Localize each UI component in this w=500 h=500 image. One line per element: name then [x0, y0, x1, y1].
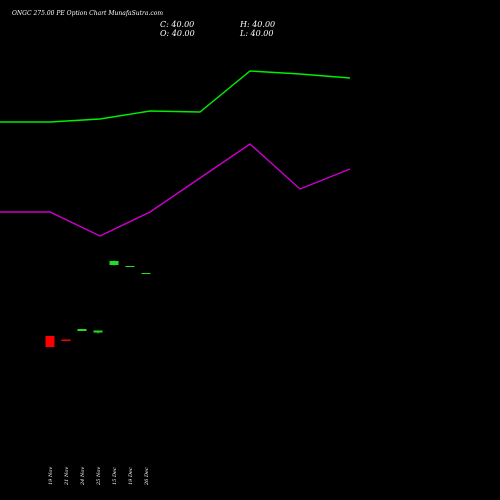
x-tick-label: 15 Dec [112, 467, 118, 485]
high-value: H: 40.00 [240, 20, 276, 29]
candle-body [125, 266, 135, 267]
candle-body [61, 339, 71, 341]
x-tick-label: 19 Dec [128, 467, 134, 485]
x-tick-label: 19 Nov [48, 467, 54, 485]
indicator-line-1 [0, 70, 351, 123]
x-tick-label: 25 Nov [96, 467, 102, 486]
close-value: C: 40.00 [160, 20, 195, 29]
x-tick-label: 26 Dec [144, 467, 150, 486]
chart-title: ONGC 275.00 PE Option Chart MunafaSutra.… [12, 10, 164, 17]
candle-body [77, 329, 87, 331]
candle-body [109, 261, 119, 265]
indicator-line-2 [0, 143, 351, 237]
open-value: O: 40.00 [160, 29, 195, 38]
candle-body [45, 336, 55, 347]
candle-body [93, 330, 103, 333]
low-value: L: 40.00 [240, 29, 274, 38]
x-tick-label: 21 Nov [64, 467, 70, 486]
x-tick-label: 24 Nov [80, 467, 86, 486]
candle-body [141, 273, 151, 274]
